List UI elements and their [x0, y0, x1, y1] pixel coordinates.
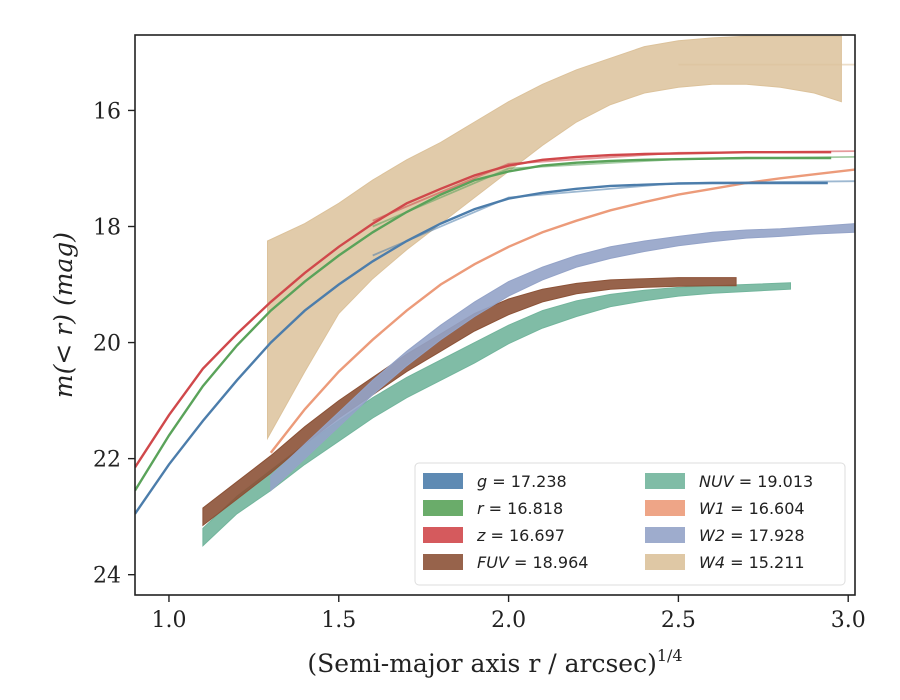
extended-line-z: [372, 150, 855, 222]
y-tick-label: 16: [93, 99, 121, 124]
legend-symbol: z: [476, 526, 486, 545]
y-tick-label: 22: [93, 448, 121, 473]
legend-item-NUV: NUV = 19.013: [645, 472, 813, 491]
x-axis-ticks: 1.0 1.5 2.0 2.5 3.0: [151, 595, 866, 633]
legend-value: = 17.238: [487, 472, 567, 491]
x-tick-label: 3.0: [831, 608, 866, 633]
legend-swatch-r: [423, 500, 463, 516]
x-tick-label: 2.5: [661, 608, 696, 633]
legend-item-W2: W2 = 17.928: [645, 526, 805, 545]
legend-label-g: g = 17.238: [477, 472, 567, 491]
series-NUV: [202, 282, 791, 547]
legend-item-W4: W4 = 15.211: [645, 553, 805, 572]
y-tick-label: 18: [93, 216, 121, 241]
band-FUV: [202, 277, 737, 527]
legend-box: [414, 462, 846, 586]
legend-value: = 18.964: [509, 553, 589, 572]
legend-symbol: g: [477, 472, 487, 491]
legend-label-W4: W4 = 15.211: [699, 553, 805, 572]
legend-swatch-W2: [645, 527, 685, 543]
legend-label-FUV: FUV = 18.964: [477, 553, 588, 572]
y-tick-label: 24: [93, 564, 121, 589]
y-axis-ticks: 16 18 20 22 24: [93, 99, 135, 589]
legend-label-W2: W2 = 17.928: [699, 526, 805, 545]
legend-swatch-NUV: [645, 473, 685, 489]
legend-item-FUV: FUV = 18.964: [423, 553, 588, 572]
series-FUV: [202, 277, 737, 527]
legend-value: = 15.211: [725, 553, 805, 572]
y-tick-label: 20: [93, 332, 121, 357]
x-axis-label-superscript: 1/4: [657, 646, 683, 665]
legend-value: = 16.697: [485, 526, 565, 545]
legend-label-W1: W1 = 16.604: [699, 499, 805, 518]
extended-line-g: [372, 180, 855, 257]
legend-symbol: r: [477, 499, 485, 518]
x-axis-label: (Semi-major axis r / arcsec)1/4: [307, 646, 682, 678]
legend-swatch-FUV: [423, 554, 463, 570]
legend-value: = 19.013: [734, 472, 814, 491]
legend-swatch-W4: [645, 554, 685, 570]
series-z: [135, 150, 855, 468]
legend-value: = 16.818: [484, 499, 564, 518]
x-tick-label: 1.0: [151, 608, 186, 633]
legend-value: = 17.928: [725, 526, 805, 545]
extended-line-r: [372, 156, 855, 228]
x-tick-label: 1.5: [321, 608, 356, 633]
plot-frame: [134, 34, 856, 596]
legend-symbol: W2: [699, 526, 725, 545]
legend-label-NUV: NUV = 19.013: [699, 472, 813, 491]
legend-label-z: z = 16.697: [476, 526, 565, 545]
band-W2: [270, 223, 855, 492]
y-axis-label: m(< r) (mag): [49, 232, 78, 398]
legend-label-r: r = 16.818: [477, 499, 563, 518]
legend-item-g: g = 17.238: [423, 472, 567, 491]
plot-area: [135, 35, 855, 547]
legend-symbol: W4: [699, 553, 725, 572]
legend-swatch-z: [423, 527, 463, 543]
series-g: [135, 180, 855, 515]
x-axis-label-main: (Semi-major axis r / arcsec): [307, 649, 656, 678]
series-r: [135, 156, 855, 492]
legend-swatch-g: [423, 473, 463, 489]
x-tick-label: 2.0: [491, 608, 526, 633]
band-NUV: [202, 282, 791, 547]
legend-item-W1: W1 = 16.604: [645, 499, 805, 518]
legend-symbol: NUV: [699, 472, 735, 491]
legend-item-r: r = 16.818: [423, 499, 563, 518]
legend-symbol: W1: [699, 499, 725, 518]
legend-value: = 16.604: [725, 499, 805, 518]
series-W2: [270, 223, 855, 492]
legend-symbol: FUV: [477, 553, 510, 572]
legend-swatch-W1: [645, 500, 685, 516]
legend-item-z: z = 16.697: [423, 526, 565, 545]
